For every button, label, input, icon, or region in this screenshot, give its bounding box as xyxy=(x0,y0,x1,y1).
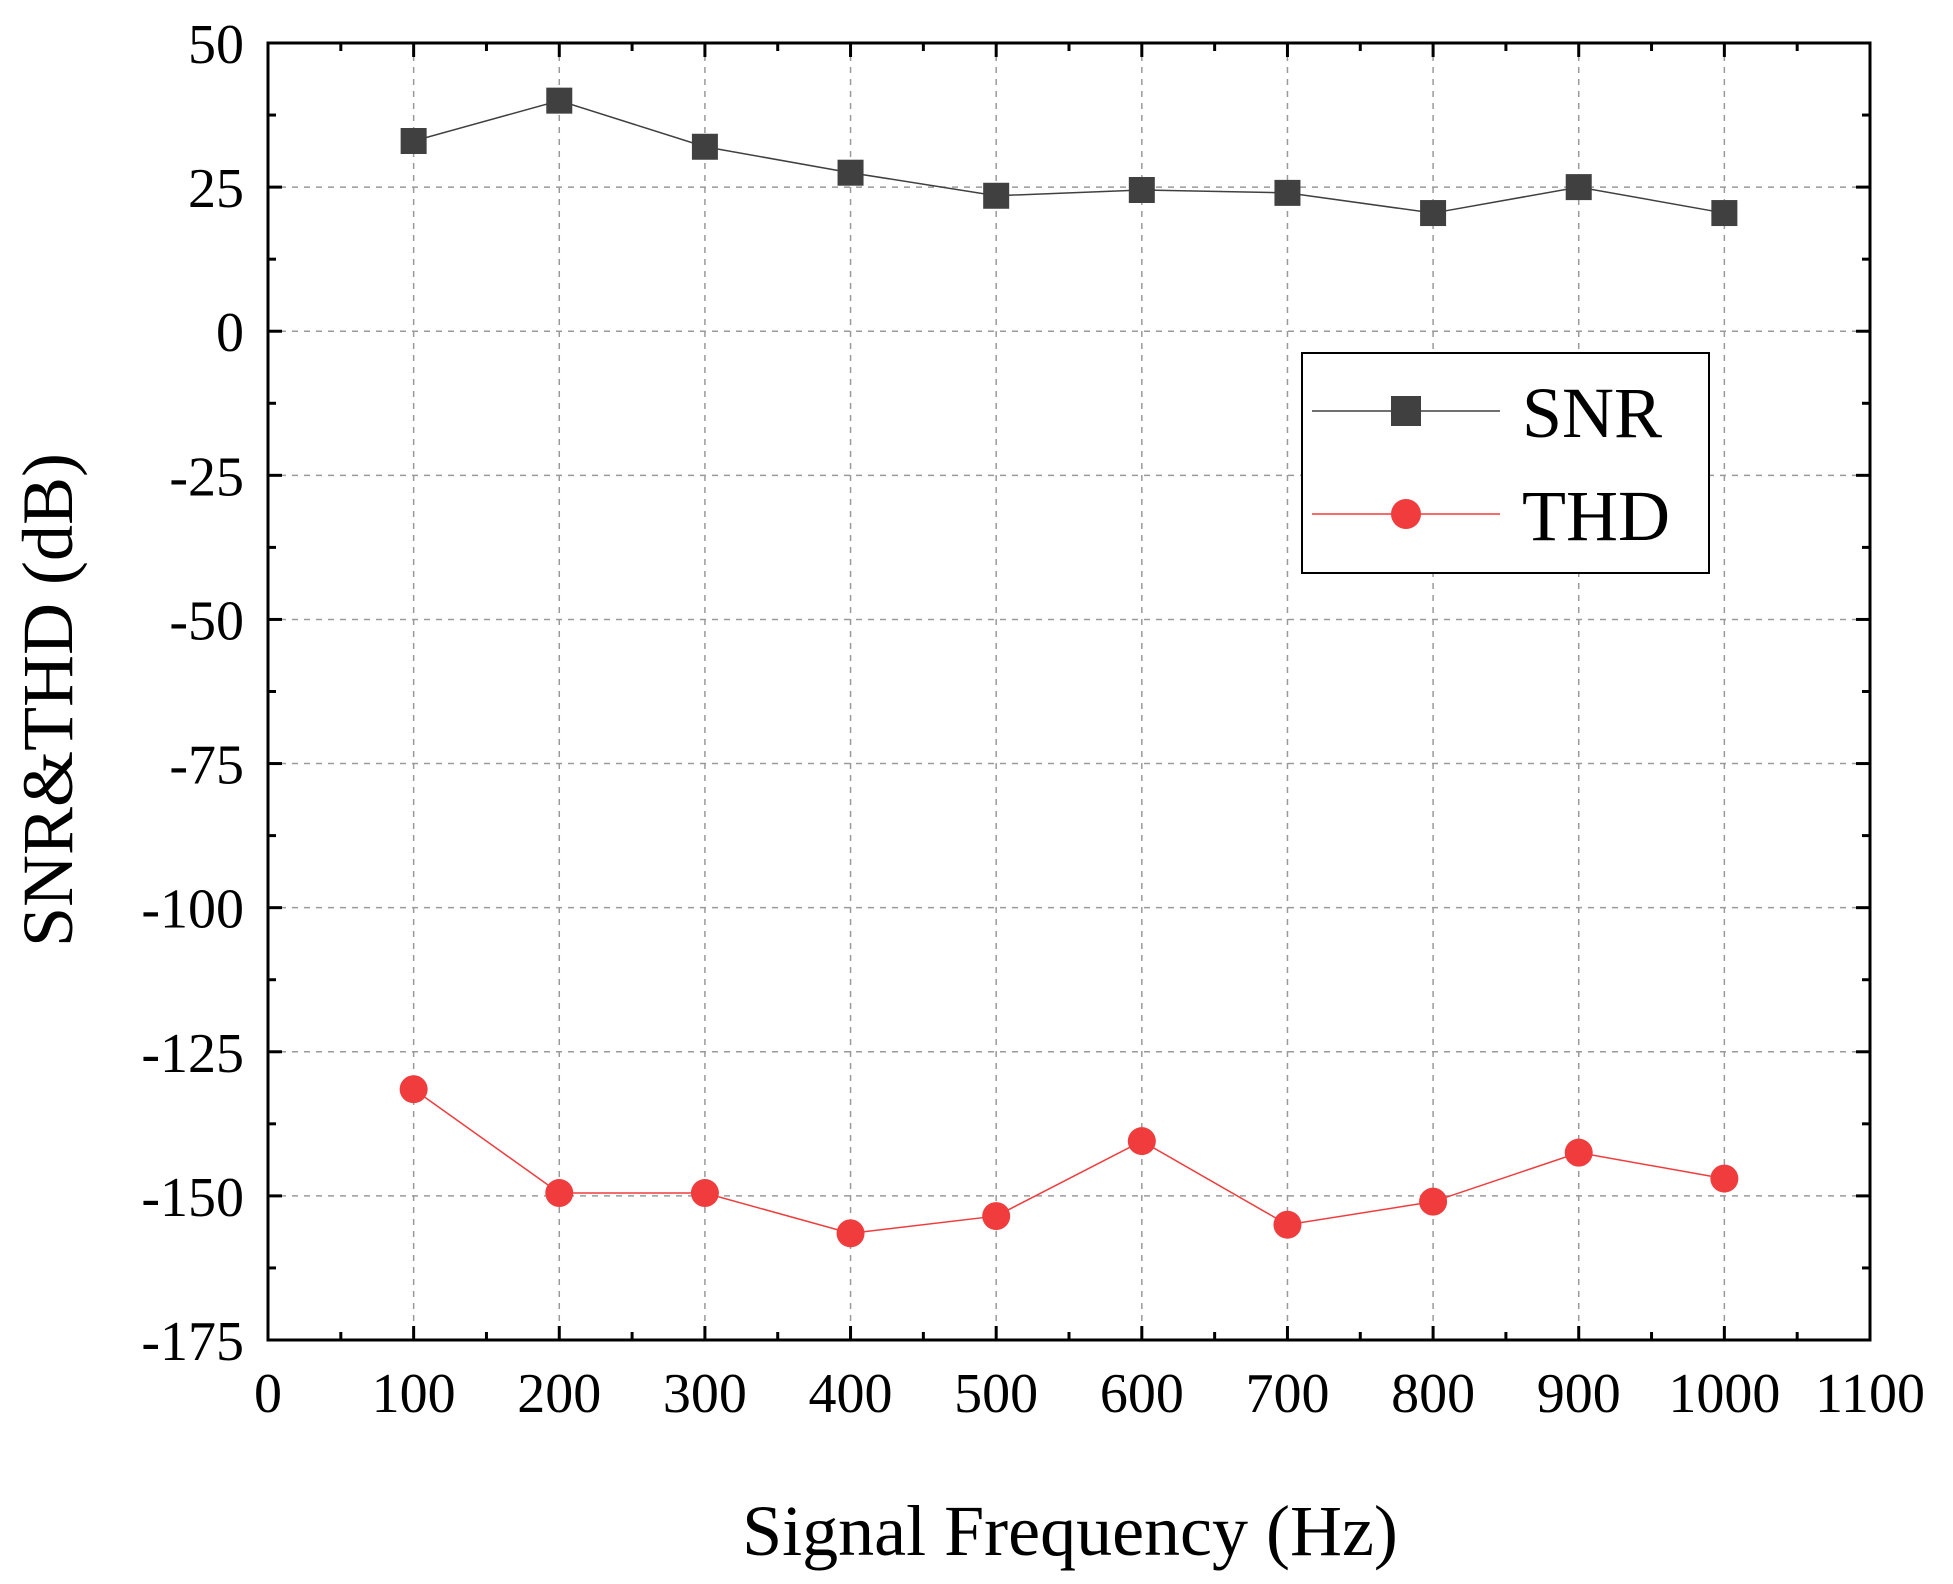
thd-point xyxy=(1273,1210,1302,1239)
plot-frame xyxy=(266,41,1872,1342)
x-tick-label: 300 xyxy=(663,1363,747,1425)
x-tick-label: 900 xyxy=(1537,1363,1621,1425)
y-tick-label: -150 xyxy=(141,1167,244,1229)
axis-ticks xyxy=(266,41,1872,1342)
snr-point xyxy=(837,159,864,186)
x-tick-label: 0 xyxy=(254,1363,282,1425)
thd-point xyxy=(1419,1187,1448,1216)
y-tick-label: -125 xyxy=(141,1023,244,1085)
thd-point xyxy=(1127,1127,1156,1156)
legend-snr-label: SNR xyxy=(1522,373,1662,453)
legend-thd-label: THD xyxy=(1522,476,1670,556)
legend: SNR THD xyxy=(1301,352,1710,574)
snr-point xyxy=(1711,200,1738,227)
tick-labels: 0 100 200 300 400 500 600 700 800 900 1000 1100 50 25… xyxy=(141,14,1925,1425)
snr-point xyxy=(691,133,718,160)
y-tick-label: -50 xyxy=(169,590,244,652)
snr-point xyxy=(1128,176,1155,203)
series-layer xyxy=(399,87,1739,1248)
x-tick-label: 500 xyxy=(954,1363,1038,1425)
thd-point xyxy=(399,1075,428,1104)
legend-thd-marker xyxy=(1391,499,1421,529)
y-tick-label: 0 xyxy=(216,302,244,364)
snr-series-line xyxy=(413,99,1725,214)
x-tick-label: 600 xyxy=(1100,1363,1184,1425)
thd-point xyxy=(690,1179,719,1208)
snr-point xyxy=(546,87,573,114)
y-tick-label: -25 xyxy=(169,446,244,508)
thd-point xyxy=(836,1219,865,1248)
grid-lines xyxy=(268,43,1870,1340)
thd-point xyxy=(1710,1164,1739,1193)
legend-box xyxy=(1301,352,1710,574)
y-tick-label: -75 xyxy=(169,735,244,797)
y-tick-label: 50 xyxy=(188,14,244,76)
thd-point xyxy=(1564,1138,1593,1167)
y-tick-label: -175 xyxy=(141,1311,244,1373)
snr-point xyxy=(1420,200,1447,227)
y-tick-label: -100 xyxy=(141,879,244,941)
x-tick-label: 400 xyxy=(809,1363,893,1425)
snr-point xyxy=(983,182,1010,209)
thd-point xyxy=(982,1202,1011,1231)
x-tick-label: 800 xyxy=(1391,1363,1475,1425)
legend-snr-marker xyxy=(1391,396,1421,426)
x-tick-label: 100 xyxy=(372,1363,456,1425)
thd-series-line xyxy=(413,1088,1725,1235)
x-axis-title: Signal Frequency (Hz) xyxy=(742,1491,1398,1571)
snr-point xyxy=(1274,179,1301,206)
y-tick-label: 25 xyxy=(188,158,244,220)
x-tick-label: 1000 xyxy=(1668,1363,1780,1425)
thd-point xyxy=(545,1179,574,1208)
x-tick-label: 200 xyxy=(517,1363,601,1425)
snr-point xyxy=(1565,174,1592,201)
snr-point xyxy=(400,127,427,154)
y-axis-title: SNR&THD (dB) xyxy=(8,453,88,947)
x-tick-label: 1100 xyxy=(1815,1363,1925,1425)
x-tick-label: 700 xyxy=(1245,1363,1329,1425)
